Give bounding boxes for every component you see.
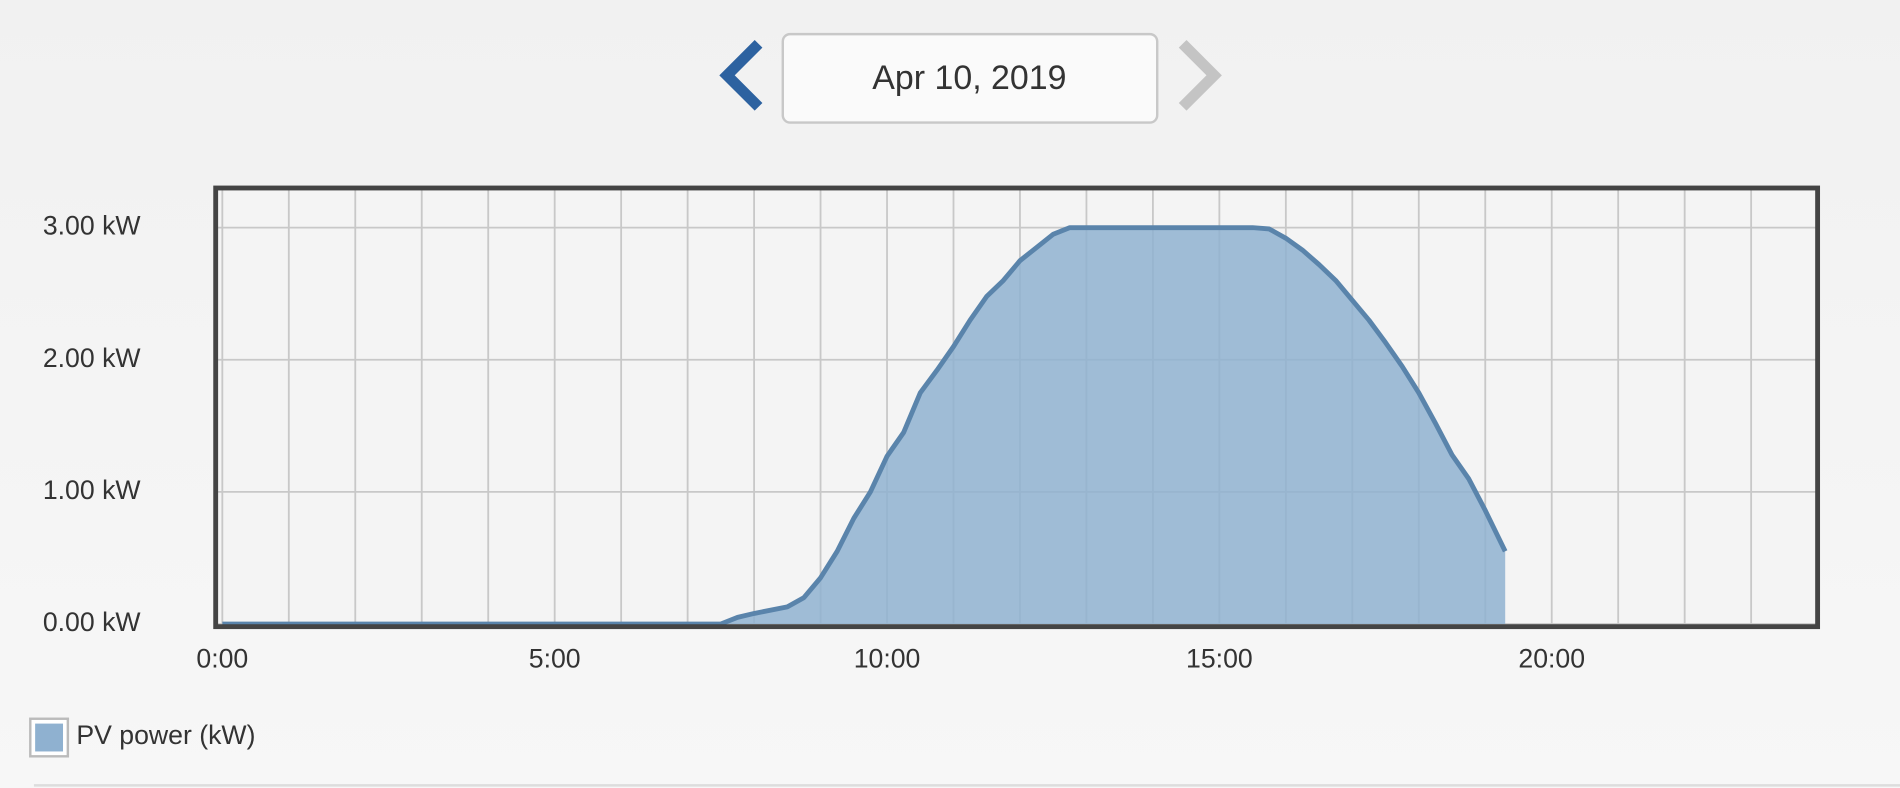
legend-swatch <box>35 723 64 752</box>
y-tick-label: 3.00 kW <box>43 211 142 241</box>
x-tick-label: 0:00 <box>196 644 248 674</box>
x-tick-label: 10:00 <box>854 644 921 674</box>
date: Apr 10, 2019 <box>872 59 1066 97</box>
prev-day[interactable] <box>719 39 763 111</box>
area <box>222 227 1506 625</box>
x-tick-label: 5:00 <box>529 644 581 674</box>
date-box[interactable] <box>781 32 1159 124</box>
y-tick-label: 1.00 kW <box>43 475 142 505</box>
x-tick-label: 20:00 <box>1518 644 1585 674</box>
next-day[interactable] <box>1178 39 1222 111</box>
plot-border <box>213 185 1821 630</box>
x-tick-label: 15:00 <box>1186 644 1253 674</box>
y-tick-label: 2.00 kW <box>43 343 142 373</box>
legend-label: PV power (kW) <box>76 720 255 750</box>
plot: 0:00 5:00 10:00 15:00 20:00 0.00 kW 1.00 kW 2.0… <box>43 185 1821 674</box>
y-tick-label: 0.00 kW <box>43 607 142 637</box>
line <box>222 225 1508 627</box>
